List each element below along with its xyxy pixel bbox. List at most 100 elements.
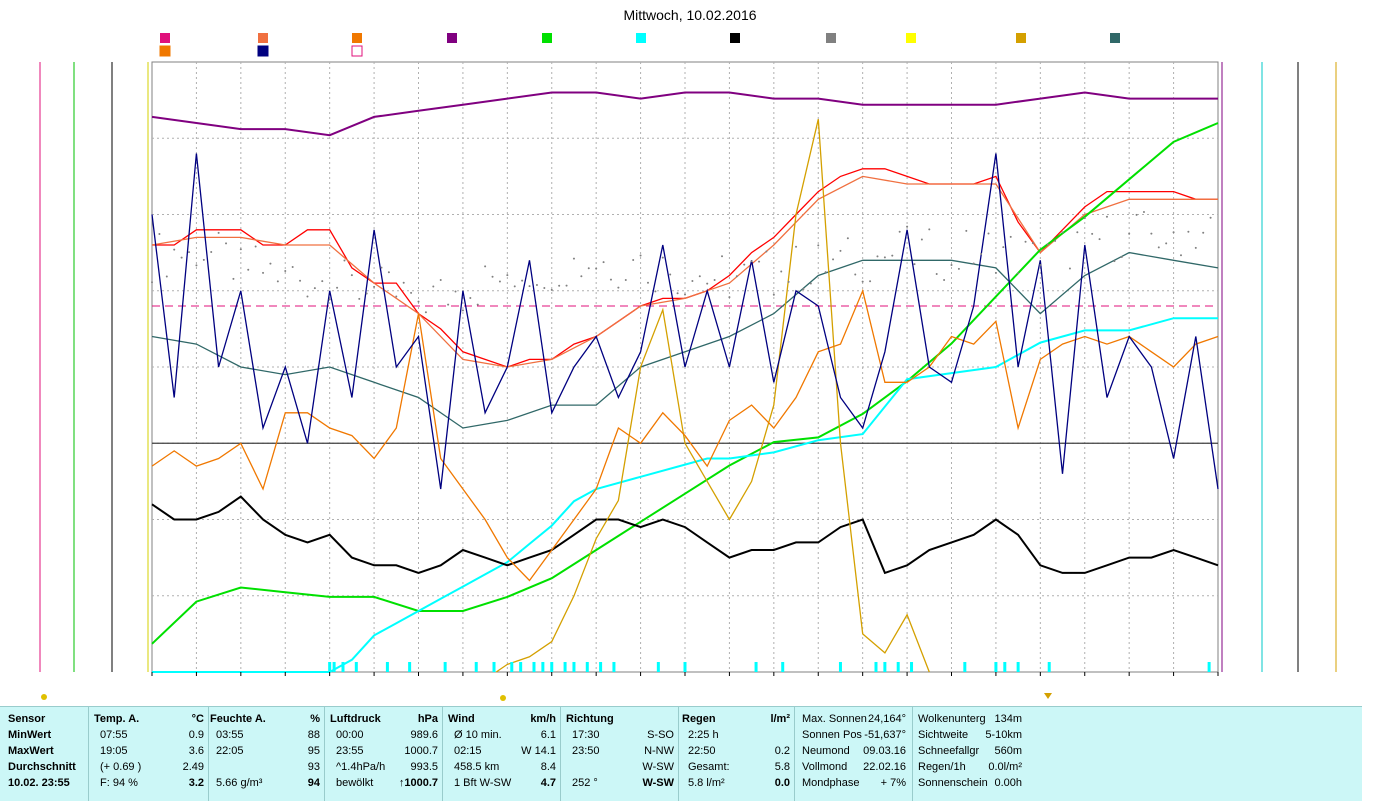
direction-point [698,275,701,278]
direction-point [1165,242,1168,245]
direction-point [269,262,272,265]
direction-point [572,257,575,260]
direction-point [824,271,827,274]
direction-point [817,244,820,247]
direction-point [262,271,265,274]
left-axes [39,62,149,672]
rain-event-mark [572,662,576,672]
rain-event-mark [328,662,332,672]
stats-cell-value: 0.2 [774,745,790,757]
direction-point [543,286,546,289]
direction-point [424,311,427,314]
cloud-value: 134m [994,713,1022,725]
direction-point [439,278,442,281]
stats-cell-value: 3.6 [188,745,204,757]
stats-unit: hPa [417,713,438,725]
stats-row-label: MinWert [8,729,52,741]
stats-cell-time: 1 Bft W-SW [454,777,512,789]
stats-cell-value: W-SW [642,777,674,789]
direction-point [195,264,198,267]
direction-point [336,286,339,289]
legend-swatch [351,45,363,57]
rain-event-mark [963,662,967,672]
stats-cell-time: 03:55 [216,729,244,741]
astro-value: 22.02.16 [863,761,906,773]
sun-icon [500,695,506,701]
direction-point [321,280,324,283]
direction-point [521,279,524,282]
direction-point [1194,246,1197,249]
stats-header: Temp. A. [94,713,140,725]
stats-cell-value: S-SO [647,729,674,741]
stats-header: Richtung [566,713,614,725]
stats-divider [560,707,561,801]
direction-point [861,280,864,283]
stats-cell-time: 02:15 [454,745,482,757]
direction-point [920,238,923,241]
sunset-arrow-icon [1044,693,1052,699]
direction-point [684,293,686,296]
stats-row-label: 10.02. 23:55 [8,777,70,789]
stats-cell-time: 23:55 [336,745,364,757]
direction-point [654,290,657,293]
direction-point [1179,254,1182,257]
astro-label: Mondphase [802,777,860,789]
stats-cell-time: 19:05 [100,745,128,757]
stats-row-label: Durchschnitt [8,761,76,773]
stats-cell-value: N-NW [644,745,674,757]
direction-point [935,273,938,276]
stats-cell-time: Ø 10 min. [454,729,502,741]
direction-point [1017,272,1020,275]
direction-point [758,260,761,263]
direction-point [987,232,990,235]
stats-cell-time: 2:25 h [688,729,719,741]
stats-header: Wind [448,713,475,725]
direction-point [328,298,331,301]
direction-point [787,280,790,283]
direction-point [802,287,805,290]
x-axis [151,672,1219,676]
direction-point [913,263,916,266]
direction-point [232,277,235,280]
direction-point [743,263,746,266]
stats-cell-time: 252 ° [572,777,598,789]
direction-point [728,296,731,299]
stats-cell-value: 993.5 [410,761,438,773]
direction-point [1142,211,1145,214]
stats-cell-value: ↑1000.7 [398,777,438,789]
direction-point [980,253,983,256]
stats-cell-time: 22:50 [688,745,716,757]
direction-point [587,267,590,270]
legend-swatch [257,45,269,57]
direction-point [1091,232,1094,235]
direction-point [313,287,316,290]
rain-event-mark [541,662,545,672]
direction-point [632,258,635,261]
direction-point [839,249,842,252]
stats-cell-value: 94 [307,777,320,789]
direction-point [624,278,627,281]
direction-point [202,258,205,261]
direction-point [484,265,487,268]
rain-event-mark [612,662,616,672]
direction-point [809,282,812,285]
stats-unit: °C [191,713,204,725]
direction-point [173,248,176,251]
cloud-label: Regen/1h [918,761,966,773]
legend-swatch [826,33,836,43]
direction-point [1150,232,1153,235]
astro-label: Max. Sonnen [802,713,867,725]
direction-point [291,266,294,269]
stats-cell-value: 0.0 [774,777,790,789]
rain-event-mark [994,662,998,672]
direction-point [602,261,605,264]
stats-divider [794,707,795,801]
direction-point [854,273,857,276]
stats-divider [208,707,209,801]
stats-unit: km/h [530,713,556,725]
stats-cell-value: 95 [307,745,320,757]
cloud-value: 0.0l/m² [988,761,1022,773]
series-line-7 [495,119,930,673]
stats-cell-time: Gesamt: [688,761,730,773]
series-lines [151,91,1219,673]
